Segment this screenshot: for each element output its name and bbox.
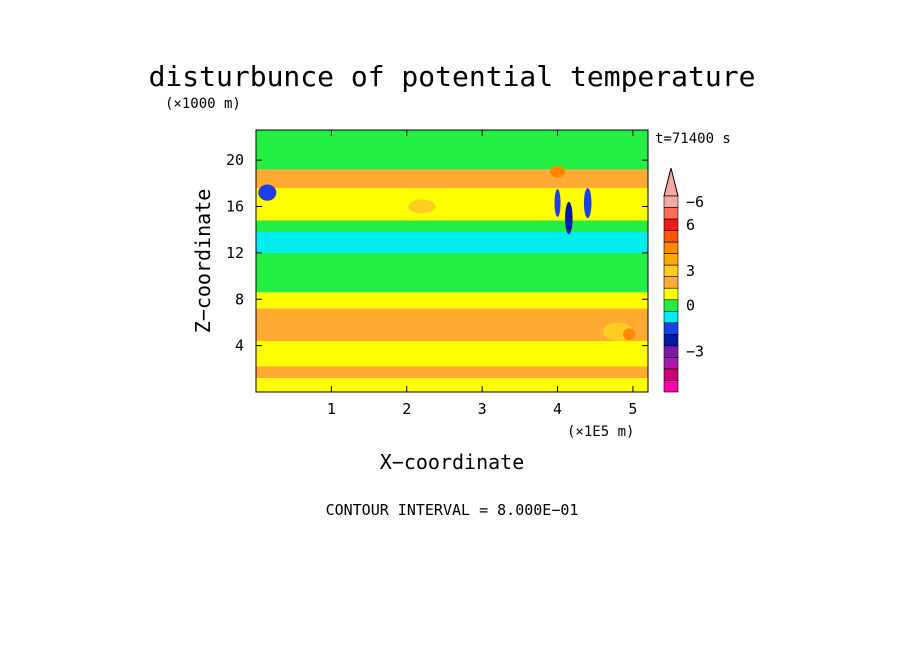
colorbar-band-1 [663,207,679,220]
x-tick-label: 3 [478,400,487,418]
colorbar-label: −6 [686,193,704,211]
y-tick-label: 4 [235,337,244,355]
field-feature-0 [258,184,277,201]
colorbar-label: −3 [686,343,704,361]
field-layer-6 [256,232,648,253]
time-label: t=71400 s [655,131,731,147]
colorbar-label: 6 [686,216,695,234]
field-layer-1 [256,366,648,379]
field-feature-4 [408,199,436,214]
field-layer-4 [256,292,648,309]
field-layer-base [256,387,648,392]
x-tick-label: 5 [628,400,637,418]
plot-field [256,130,648,392]
colorbar-label: 0 [686,297,695,315]
colorbar-label: 3 [686,262,695,280]
colorbar-band-2 [663,218,679,231]
field-feature-5 [550,165,566,178]
field-feature-7 [623,328,636,340]
colorbar-band-13 [663,345,679,358]
colorbar-band-8 [663,287,679,301]
x-tick-label: 4 [553,400,562,418]
y-tick-label: 8 [235,290,244,308]
y-tick-label: 20 [226,151,244,169]
chart-title: disturbunce of potential temperature [149,60,756,93]
x-unit-label: (×1E5 m) [567,424,634,440]
colorbar-band-10 [663,310,679,324]
colorbar-band-11 [663,322,679,335]
x-axis-ticks: 1 2 3 4 5 [327,130,637,418]
y-axis-label: Z−coordinate [191,189,215,334]
colorbar-band-6 [663,264,679,278]
colorbar-band-14 [663,357,679,370]
field-layer-0 [256,378,648,388]
field-layer-5 [256,252,648,293]
y-tick-label: 16 [226,198,244,216]
x-tick-label: 2 [402,400,411,418]
field-feature-2 [565,201,573,235]
colorbar-band-4 [663,241,679,254]
colorbar-band-16 [663,380,679,393]
plot-frame [255,129,649,393]
x-axis-label: X−coordinate [380,450,525,474]
field-layer-8 [256,187,648,221]
field-layer-10 [256,130,648,170]
field-layer-7 [256,220,648,233]
colorbar-band-15 [663,368,679,381]
colorbar-band-12 [663,334,679,347]
field-layer-3 [256,308,648,341]
colorbar-labels: 6 3 0 −3 −6 [686,193,704,361]
y-unit-label: (×1000 m) [165,96,241,112]
x-tick-label: 1 [327,400,336,418]
colorbar-band-9 [663,299,679,312]
colorbar-band-0 [663,195,679,208]
y-tick-label: 12 [226,244,244,262]
colorbar-band-7 [663,276,679,289]
colorbar-overflow-arrow [663,167,679,197]
field-layer-9 [256,169,648,188]
y-axis-ticks: 4 8 12 16 20 [226,151,648,355]
field-feature-3 [583,187,592,219]
colorbar-band-5 [663,253,679,266]
colorbar-band-3 [663,230,679,243]
colorbar [663,167,679,393]
field-feature-1 [554,189,561,217]
field-layer-2 [256,340,648,367]
contour-interval-note: CONTOUR INTERVAL = 8.000E−01 [326,501,579,519]
